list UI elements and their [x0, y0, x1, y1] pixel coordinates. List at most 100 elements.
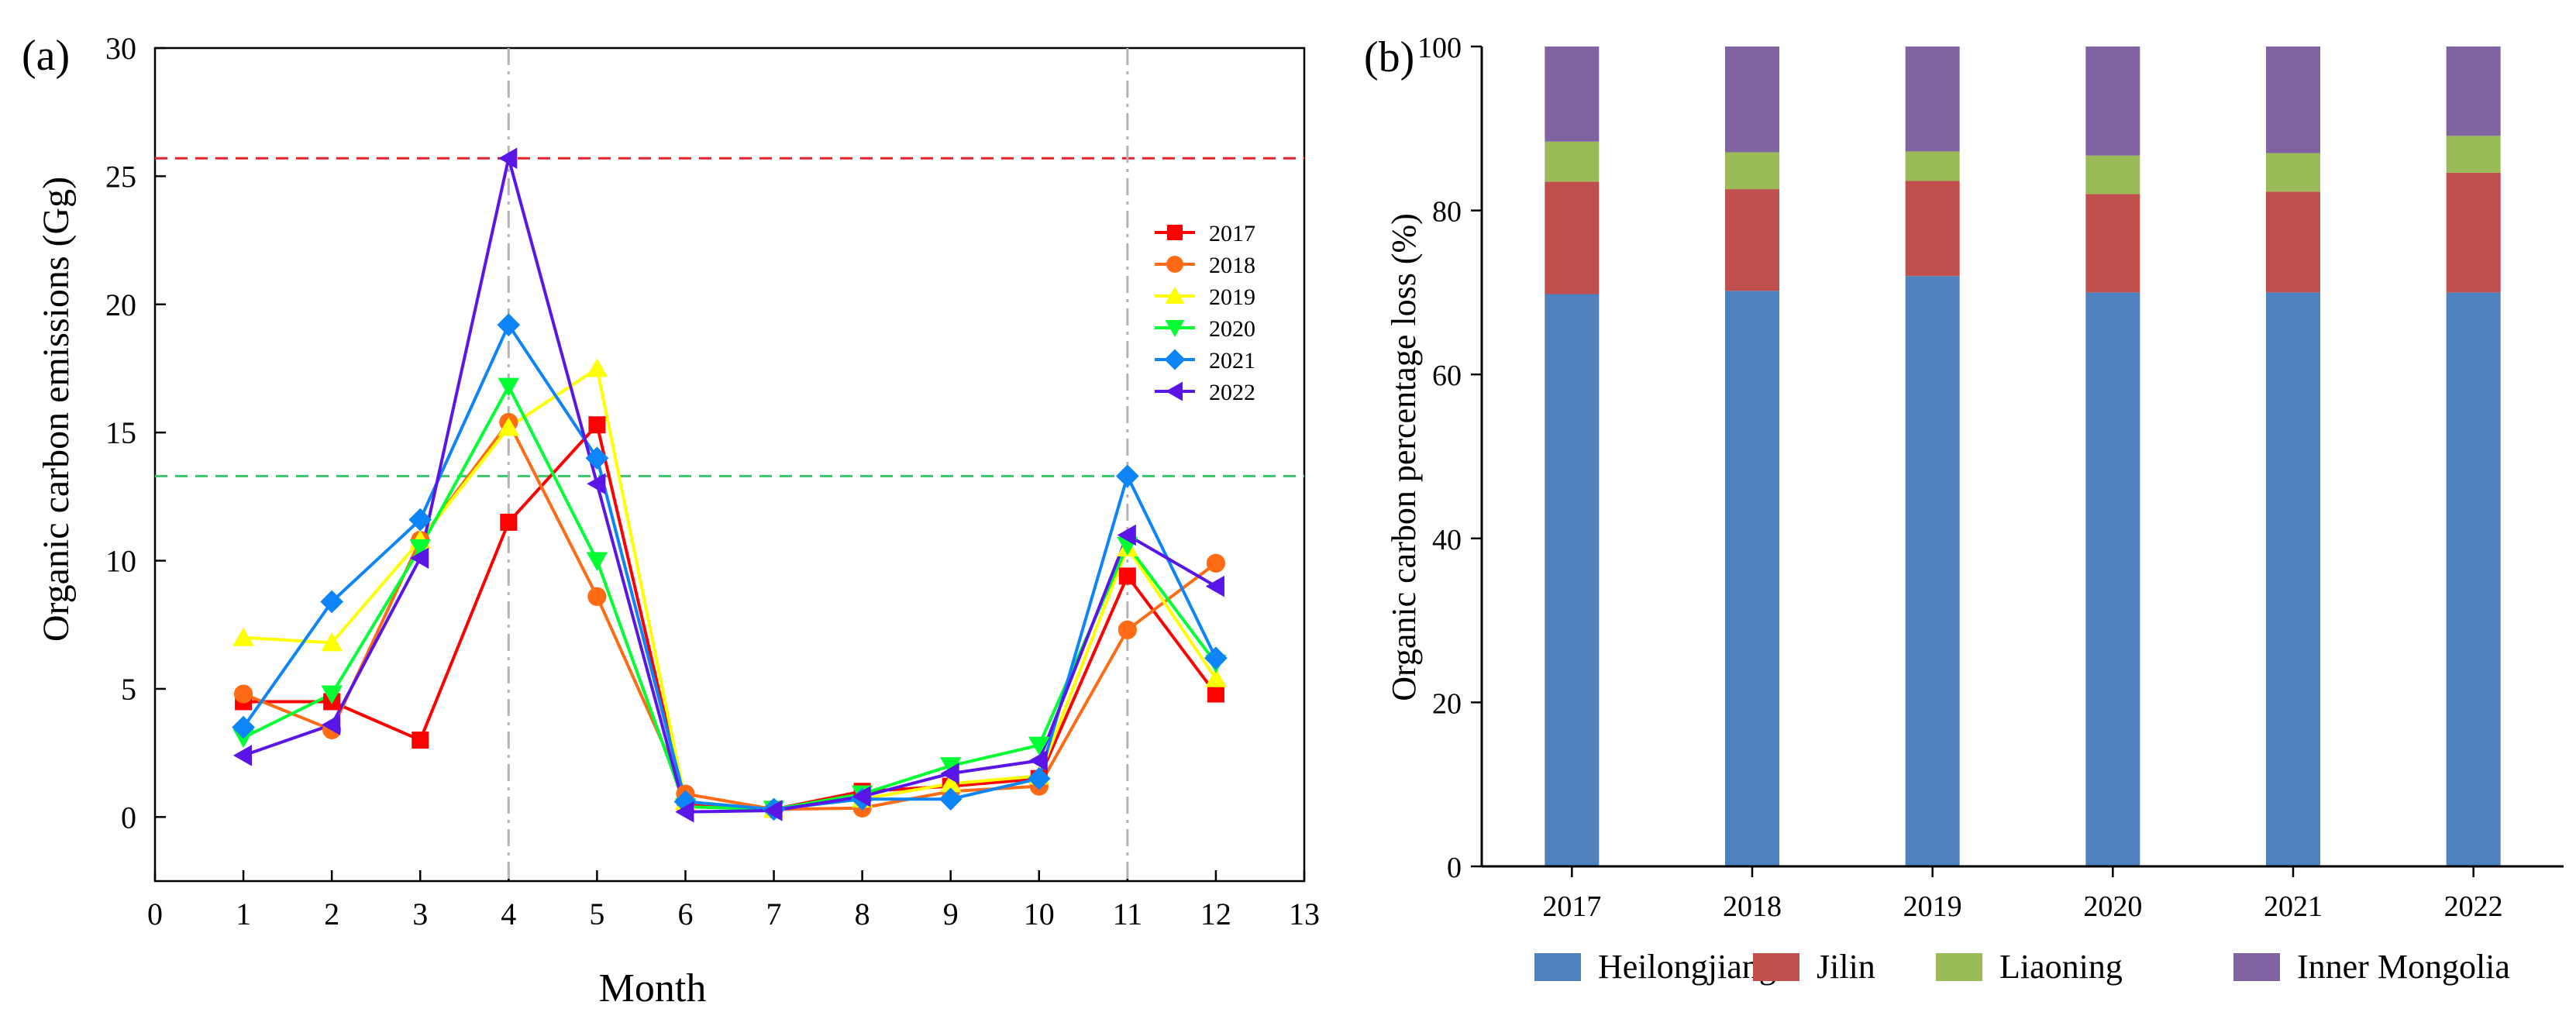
bar-segment-heilongjiang: [2446, 292, 2501, 866]
data-point-2022: [763, 800, 783, 821]
x-tick-label: 2022: [2444, 890, 2503, 923]
data-point-2022: [940, 763, 959, 784]
bar-segment-inner-mongolia: [2085, 46, 2140, 156]
bar-segment-liaoning: [2085, 155, 2140, 195]
x-tick-label: 5: [589, 897, 604, 931]
data-point-2017: [1118, 567, 1136, 585]
legend-marker: [1166, 381, 1183, 401]
y-tick-label: 20: [105, 287, 136, 322]
data-point-2020: [321, 685, 343, 704]
bar-segment-liaoning: [2266, 153, 2320, 192]
data-point-2022: [587, 473, 606, 495]
data-point-2018: [1118, 620, 1137, 639]
data-point-2019: [232, 627, 254, 646]
x-tick-label: 2017: [1542, 890, 1601, 923]
panel-label-b: (b): [1364, 33, 1414, 81]
x-tick-label: 2019: [1903, 890, 1962, 923]
x-tick-label: 2021: [2264, 890, 2323, 923]
data-point-2019: [586, 358, 608, 377]
x-tick-label: 3: [412, 897, 428, 931]
bar-segment-inner-mongolia: [2266, 46, 2320, 153]
data-point-2022: [410, 547, 429, 569]
legend-label: 2018: [1209, 253, 1255, 278]
data-point-2017: [1207, 685, 1224, 703]
bar-segment-inner-mongolia: [1725, 46, 1779, 153]
y-tick-label: 5: [121, 672, 136, 707]
x-tick-label: 13: [1289, 897, 1320, 931]
bar-segment-liaoning: [1545, 141, 1600, 182]
bar-segment-jilin: [1545, 181, 1600, 294]
x-tick-label: 2: [324, 897, 339, 931]
series-line-2020: [243, 384, 1217, 811]
data-point-2017: [500, 513, 518, 531]
legend-swatch: [2233, 953, 2280, 981]
data-point-2021: [408, 508, 432, 532]
legend-marker: [1164, 349, 1186, 370]
x-tick-label: 2018: [1723, 890, 1782, 923]
y-tick-label: 20: [1432, 687, 1462, 720]
bar-segment-liaoning: [2446, 136, 2501, 173]
x-tick-label: 7: [766, 897, 782, 931]
x-tick-label: 2020: [2083, 890, 2142, 923]
x-tick-label: 1: [236, 897, 251, 931]
data-point-2019: [1205, 668, 1227, 687]
y-tick-label: 30: [105, 31, 136, 66]
y-tick-label: 60: [1432, 360, 1462, 392]
data-point-2022: [321, 714, 341, 735]
legend-label: Jilin: [1817, 948, 1875, 986]
bar-segment-jilin: [2446, 172, 2501, 293]
bar-segment-inner-mongolia: [1905, 46, 1960, 152]
y-tick-label: 0: [121, 800, 136, 835]
bar-segment-heilongjiang: [1905, 276, 1960, 866]
data-point-2021: [232, 715, 255, 739]
bar-segment-inner-mongolia: [2446, 46, 2501, 136]
bar-segment-jilin: [1725, 189, 1779, 291]
legend-label: 2020: [1209, 316, 1255, 342]
data-point-2020: [1028, 736, 1050, 756]
legend-label: Liaoning: [1999, 948, 2123, 986]
data-point-2021: [497, 313, 521, 337]
y-tick-label: 40: [1432, 524, 1462, 556]
bar-segment-jilin: [2266, 191, 2320, 293]
stacked-bar-panel: (b) Organic carbon percentage loss (%) 2…: [1364, 32, 2564, 986]
y-tick-label: 0: [1447, 852, 1462, 884]
x-tick-label: 10: [1024, 897, 1055, 931]
bar-segment-jilin: [2085, 194, 2140, 293]
data-point-2021: [1204, 646, 1228, 670]
line-chart-panel: (a) Organic carbon emissions (Gg) Month …: [22, 31, 1320, 1011]
bar-segment-heilongjiang: [2266, 292, 2320, 866]
panel-label-a: (a): [22, 32, 70, 80]
x-tick-label: 0: [147, 897, 163, 931]
data-point-2020: [586, 552, 608, 571]
legend-marker: [1166, 256, 1183, 273]
data-point-2022: [232, 745, 253, 766]
legend-label: Inner Mongolia: [2297, 948, 2510, 986]
data-point-2017: [588, 416, 606, 434]
plot-frame: [153, 46, 1306, 883]
y-tick-label: 100: [1417, 32, 1462, 64]
data-point-2022: [852, 786, 871, 807]
legend-marker: [1167, 225, 1183, 240]
x-tick-label: 6: [677, 897, 693, 931]
legend-label: Heilongjiang: [1598, 948, 1776, 986]
series-line-2021: [242, 323, 1217, 811]
data-point-2019: [321, 632, 343, 652]
data-point-2021: [938, 787, 963, 811]
legend-swatch: [1753, 953, 1799, 981]
legend-marker: [1165, 287, 1185, 304]
x-tick-label: 11: [1113, 897, 1143, 931]
data-point-2017: [412, 732, 429, 749]
data-point-2018: [587, 587, 607, 606]
data-point-2022: [1205, 575, 1224, 597]
bar-segment-liaoning: [1905, 151, 1960, 181]
data-point-2018: [233, 684, 253, 704]
legend-marker: [1165, 320, 1185, 337]
y-axis-title: Organic carbon emissions (Gg): [36, 177, 77, 642]
data-point-2020: [939, 757, 962, 776]
data-point-2021: [1115, 464, 1139, 488]
legend-label: 2019: [1209, 284, 1255, 310]
data-point-2022: [498, 147, 518, 169]
data-point-2019: [498, 417, 520, 436]
y-axis-title: Organic carbon percentage loss (%): [1385, 213, 1423, 701]
